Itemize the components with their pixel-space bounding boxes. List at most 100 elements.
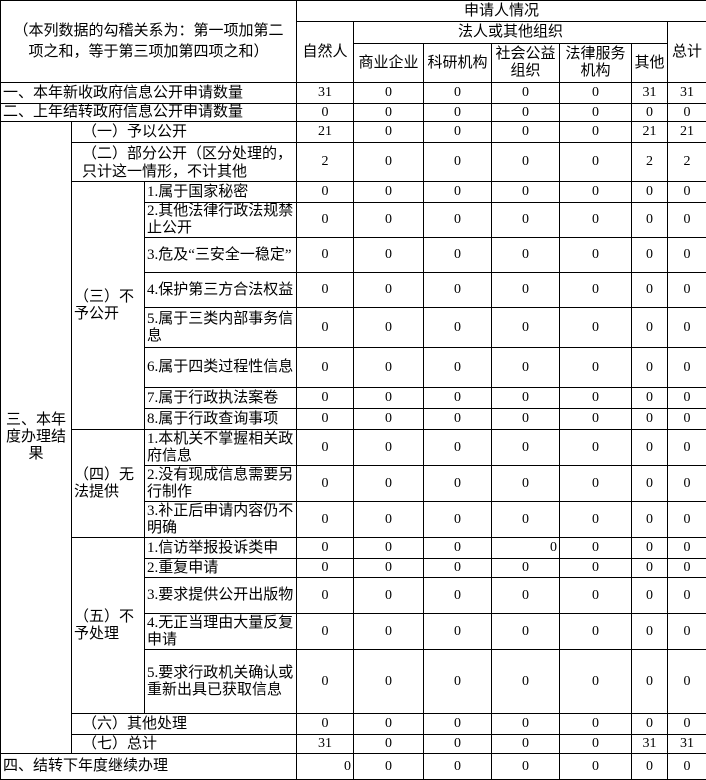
cell-value: 0: [667, 202, 706, 238]
cell-value: 0: [631, 237, 669, 273]
cell-value: 0: [296, 558, 355, 578]
row-label-petition-complaint: 1.信访举报投诉类申: [143, 537, 298, 559]
header-legal-org-group: 法人或其他组织: [353, 21, 669, 44]
cell-value: 0: [423, 501, 493, 538]
cell-value: 0: [491, 753, 561, 780]
cell-value: 0: [491, 387, 561, 409]
row-label-process-info: 6.属于四类过程性信息: [143, 347, 298, 388]
cell-value: 0: [559, 202, 633, 238]
col-header-total: 总计: [667, 21, 706, 83]
cell-value: 0: [296, 465, 355, 502]
group-label-no-processing: （五）不予处理: [71, 537, 145, 714]
cell-value: 0: [423, 465, 493, 502]
cell-value: 0: [491, 121, 561, 143]
cell-value: 0: [491, 347, 561, 388]
cell-value: 0: [353, 307, 425, 348]
cell-value: 0: [631, 465, 669, 502]
cell-value: 0: [631, 649, 669, 714]
cell-value: 0: [631, 577, 669, 614]
cell-value: 0: [631, 753, 669, 780]
cell-value: 0: [491, 501, 561, 538]
cell-value: 31: [296, 734, 355, 754]
cell-value: 0: [353, 753, 425, 780]
cell-value: 31: [296, 82, 355, 104]
cell-value: 0: [631, 272, 669, 308]
row-label-new-requests: 一、本年新收政府信息公开申请数量: [0, 82, 298, 104]
cell-value: 0: [631, 613, 669, 650]
row-label-endanger-safety: 3.危及“三安全一稳定”: [143, 237, 298, 273]
cell-value: 0: [296, 237, 355, 273]
cell-value: 0: [559, 121, 633, 143]
cell-value: 0: [631, 501, 669, 538]
cell-value: 0: [559, 429, 633, 466]
cell-value: 2: [296, 142, 355, 182]
cell-value: 0: [423, 537, 493, 559]
cell-value: 0: [559, 347, 633, 388]
cell-value: 0: [423, 121, 493, 143]
cell-value: 0: [423, 753, 493, 780]
cell-value: 0: [491, 613, 561, 650]
cell-value: 0: [423, 429, 493, 466]
note-cell: （本列数据的勾稽关系为：第一项加第二项之和，等于第三项加第四项之和）: [0, 0, 298, 83]
cell-value: 0: [631, 347, 669, 388]
cell-value: 0: [296, 272, 355, 308]
cell-value: 0: [667, 103, 706, 122]
col-header-other: 其他: [631, 43, 669, 83]
cell-value: 0: [559, 613, 633, 650]
cell-value: 21: [631, 121, 669, 143]
col-header-research: 科研机构: [423, 43, 493, 83]
cell-value: 0: [353, 577, 425, 614]
cell-value: 0: [296, 649, 355, 714]
cell-value: 0: [667, 307, 706, 348]
cell-value: 0: [631, 408, 669, 430]
cell-value: 0: [667, 465, 706, 502]
cell-value: 0: [491, 429, 561, 466]
cell-value: 0: [559, 734, 633, 754]
cell-value: 0: [491, 202, 561, 238]
cell-value: 0: [353, 202, 425, 238]
cell-value: 31: [631, 82, 669, 104]
cell-value: 0: [667, 577, 706, 614]
cell-value: 0: [423, 82, 493, 104]
cell-value: 0: [423, 558, 493, 578]
cell-value: 0: [631, 387, 669, 409]
row-label-not-held: 1.本机关不掌握相关政府信息: [143, 429, 298, 466]
cell-value: 0: [667, 649, 706, 714]
cell-value: 31: [667, 734, 706, 754]
cell-value: 0: [353, 501, 425, 538]
cell-value: 0: [491, 465, 561, 502]
row-label-needs-creation: 2.没有现成信息需要另行制作: [143, 465, 298, 502]
row-label-published-materials: 3.要求提供公开出版物: [143, 577, 298, 614]
cell-value: 0: [296, 501, 355, 538]
row-label-confirm-reissue: 5.要求行政机关确认或重新出具已获取信息: [143, 649, 298, 714]
cell-value: 0: [559, 713, 633, 735]
row-label-unjustified-repeated: 4.无正当理由大量反复申请: [143, 613, 298, 650]
cell-value: 0: [353, 408, 425, 430]
cell-value: 0: [296, 577, 355, 614]
group-label-unable-provide: （四）无法提供: [71, 429, 145, 538]
cell-value: 0: [423, 387, 493, 409]
cell-value: 21: [296, 121, 355, 143]
cell-value: 0: [296, 408, 355, 430]
cell-value: 0: [559, 408, 633, 430]
row-label-admin-inquiry: 8.属于行政查询事项: [143, 408, 298, 430]
cell-value: 0: [667, 501, 706, 538]
cell-value: 0: [353, 272, 425, 308]
cell-value: 0: [667, 347, 706, 388]
cell-value: 0: [296, 713, 355, 735]
cell-value: 0: [667, 429, 706, 466]
cell-value: 0: [491, 713, 561, 735]
row-label-carryover-next-year: 四、结转下年度继续办理: [0, 753, 298, 780]
cell-value: 0: [491, 272, 561, 308]
cell-value: 0: [353, 82, 425, 104]
cell-value: 0: [423, 272, 493, 308]
cell-value: 0: [423, 734, 493, 754]
cell-value: 0: [667, 181, 706, 203]
row-label-repeat-request: 2.重复申请: [143, 558, 298, 578]
cell-value: 0: [353, 121, 425, 143]
cell-value: 0: [559, 753, 633, 780]
cell-value: 0: [491, 82, 561, 104]
cell-value: 0: [491, 558, 561, 578]
row-label-subtotal: （七）总计: [70, 734, 298, 754]
